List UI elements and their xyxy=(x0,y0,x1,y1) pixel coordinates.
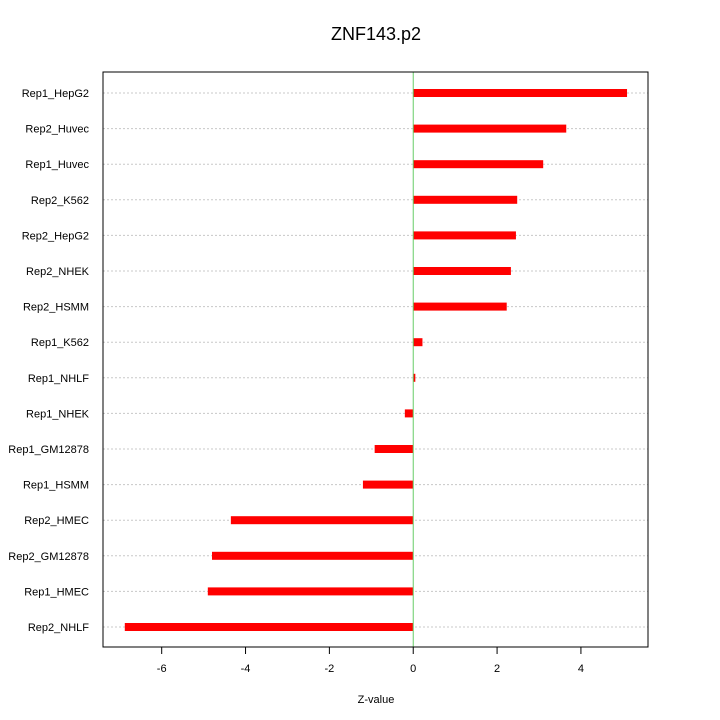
x-tick-label: -6 xyxy=(157,663,167,675)
y-axis-labels: Rep1_HepG2 Rep2_Huvec Rep1_Huvec Rep2_K562 R… xyxy=(8,88,89,634)
bar xyxy=(212,551,414,560)
x-axis: -6 -4 -2 0 2 4 xyxy=(157,646,584,675)
y-tick-label: Rep2_K562 xyxy=(31,195,89,207)
bar xyxy=(413,302,507,311)
bar xyxy=(413,338,423,347)
x-tick-label: -2 xyxy=(324,663,334,675)
y-tick-label: Rep1_NHLF xyxy=(28,373,89,385)
bar xyxy=(124,623,414,631)
bar xyxy=(413,373,416,382)
x-tick-label: 2 xyxy=(494,663,500,675)
bar xyxy=(404,409,414,418)
y-tick-label: Rep2_HepG2 xyxy=(22,230,89,242)
chart-title: ZNF143.p2 xyxy=(331,24,421,44)
bar xyxy=(413,124,567,133)
bar xyxy=(413,267,511,275)
gridlines xyxy=(103,92,648,628)
bar xyxy=(413,195,518,204)
y-tick-label: Rep1_HMEC xyxy=(24,586,89,598)
bar xyxy=(362,480,414,489)
bar xyxy=(230,516,414,525)
y-tick-label: Rep2_HSMM xyxy=(23,302,89,314)
plot-frame xyxy=(102,71,649,648)
y-tick-label: Rep1_K562 xyxy=(31,337,89,349)
y-tick-label: Rep1_GM12878 xyxy=(8,444,89,456)
y-tick-label: Rep2_NHEK xyxy=(26,266,90,278)
y-tick-label: Rep2_GM12878 xyxy=(8,551,89,563)
bar xyxy=(207,587,414,596)
y-tick-label: Rep2_HMEC xyxy=(24,515,89,527)
y-tick-label: Rep1_NHEK xyxy=(26,408,90,420)
bar xyxy=(413,160,544,169)
y-tick-label: Rep2_Huvec xyxy=(25,124,89,136)
y-tick-label: Rep1_HSMM xyxy=(23,480,89,492)
bar xyxy=(374,445,414,453)
y-tick-label: Rep1_HepG2 xyxy=(22,88,89,100)
bars xyxy=(124,89,628,631)
x-tick-label: -4 xyxy=(241,663,251,675)
bar xyxy=(413,231,516,240)
x-tick-label: 0 xyxy=(410,663,416,675)
y-tick-label: Rep1_Huvec xyxy=(25,159,89,171)
x-axis-title: Z-value xyxy=(358,694,395,706)
bar xyxy=(413,89,628,97)
y-tick-label: Rep2_NHLF xyxy=(28,622,89,634)
x-tick-label: 4 xyxy=(578,663,584,675)
